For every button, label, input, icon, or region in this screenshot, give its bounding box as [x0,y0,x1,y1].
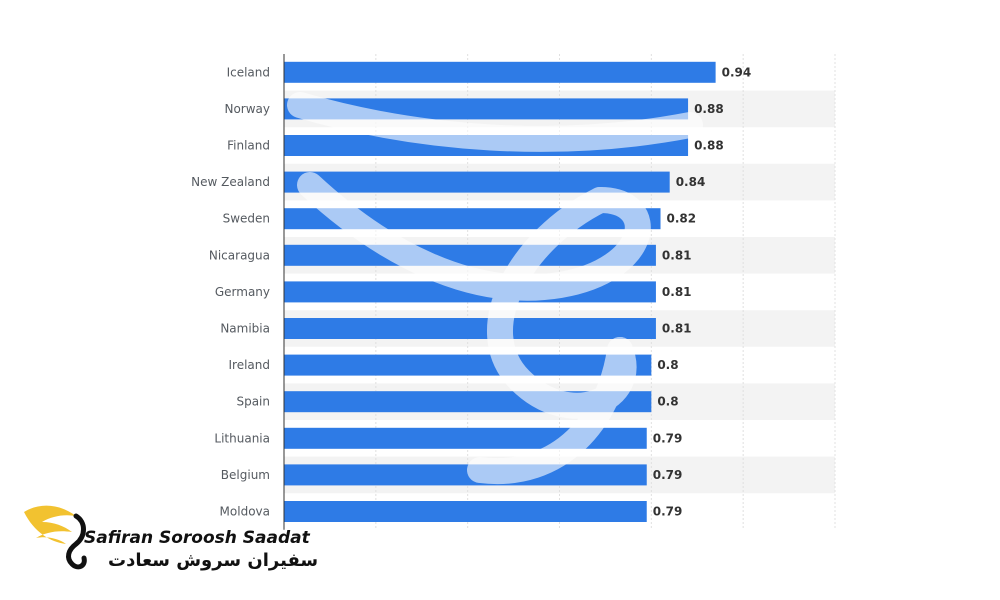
value-label: 0.88 [694,102,724,116]
category-label: Sweden [223,212,270,226]
eagle-logo-icon [24,505,87,570]
category-label: Ireland [228,358,270,372]
brand-logo: Safiran Soroosh Saadat سفیران سروش سعادت [20,492,318,582]
bar [284,244,656,266]
value-label: 0.8 [657,358,678,372]
bar [284,318,656,339]
category-label: Spain [236,395,270,409]
category-label: Moldova [220,505,270,519]
bar [284,501,647,522]
bar [284,391,652,413]
bar [284,61,716,83]
value-label: 0.82 [667,212,697,226]
value-label: 0.79 [653,468,683,482]
category-label: Iceland [227,65,270,79]
value-label: 0.81 [662,322,692,336]
value-label: 0.8 [657,395,678,409]
bar [284,464,647,486]
value-label: 0.79 [653,431,683,445]
value-label: 0.81 [662,285,692,299]
bar [284,427,647,449]
category-label: Germany [215,285,270,299]
bar [284,135,689,156]
bar [284,354,652,376]
bar [284,98,689,120]
bar [284,171,670,193]
brand-name-persian: سفیران سروش سعادت [108,550,319,571]
category-label: Belgium [221,468,270,482]
value-label: 0.81 [662,248,692,262]
value-label: 0.84 [676,175,706,189]
value-label: 0.79 [653,505,683,519]
bar [284,208,661,230]
value-label: 0.94 [722,65,752,79]
category-label: Namibia [220,322,270,336]
category-label: Lithuania [214,431,270,445]
category-label: Nicaragua [209,248,270,262]
category-label: Norway [224,102,270,116]
value-label: 0.88 [694,139,724,153]
bar [284,281,656,303]
category-label: New Zealand [191,175,270,189]
category-label: Finland [227,139,270,153]
brand-name-english: Safiran Soroosh Saadat [84,528,310,548]
